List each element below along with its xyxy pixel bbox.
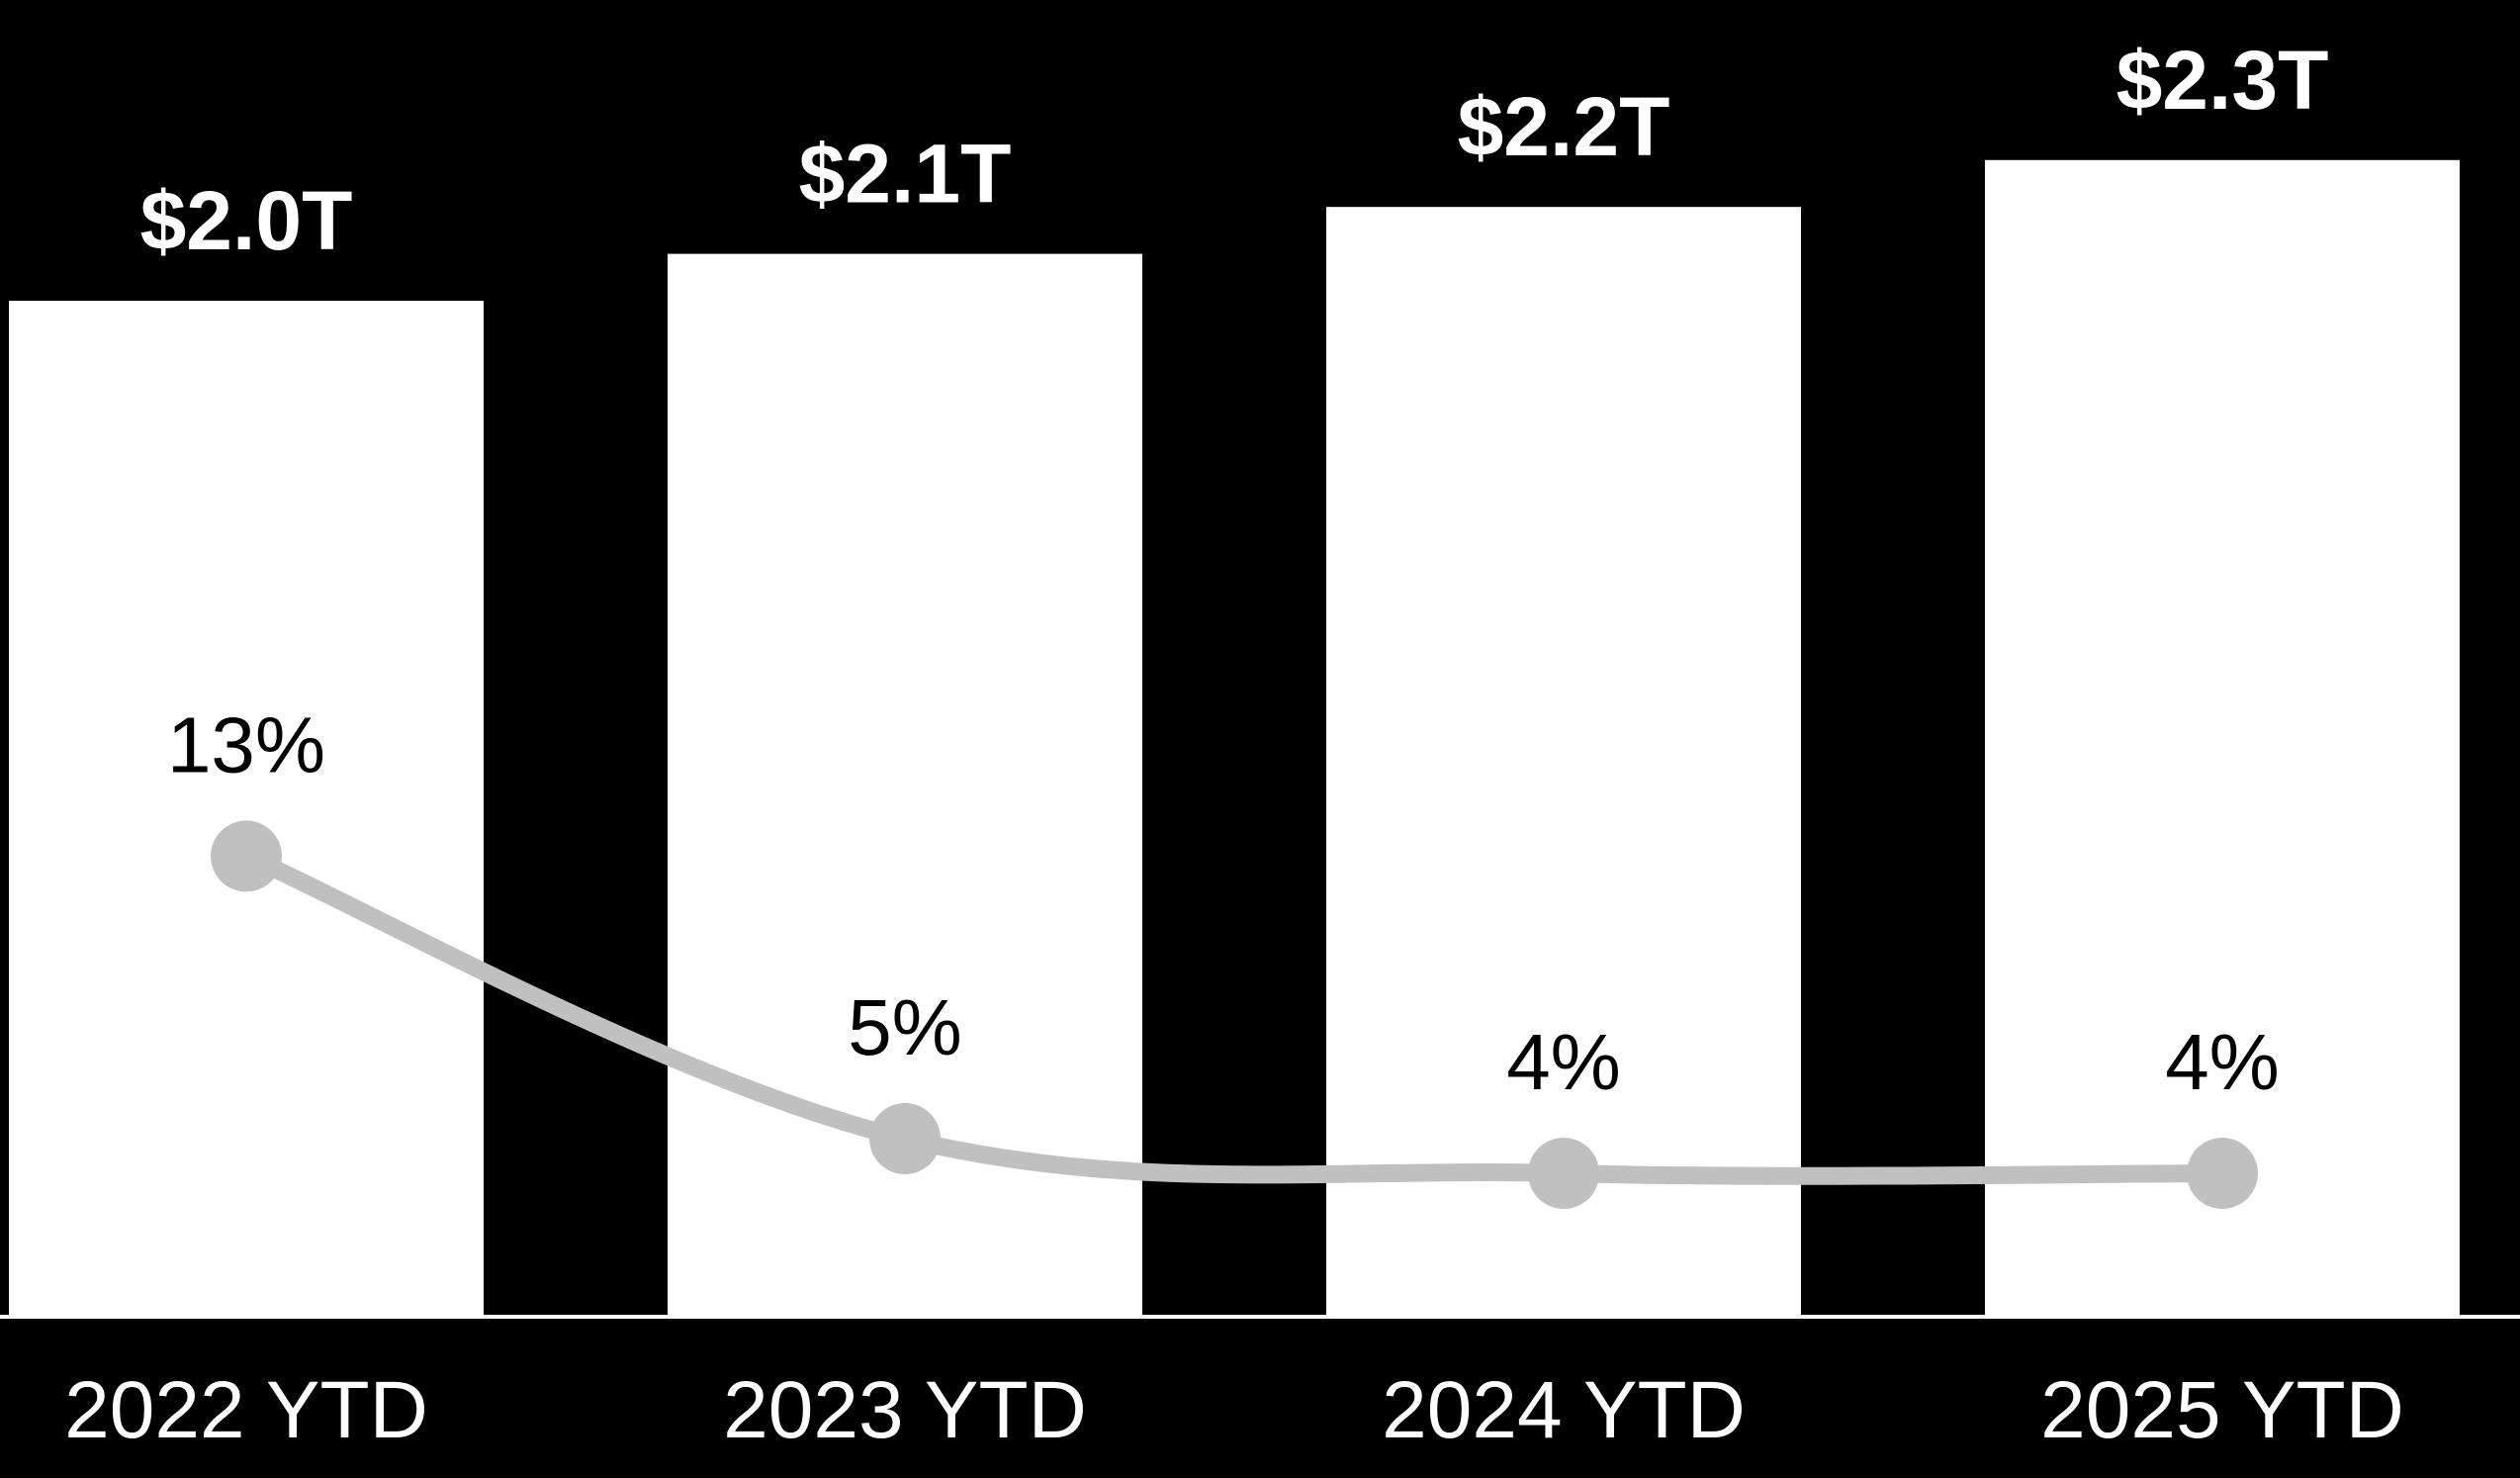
growth-value-label: 5%: [848, 983, 962, 1071]
labels-layer: $2.0T 2022 YTD $2.1T 2023 YTD $2.2T 2024 YTD $…: [64, 34, 2404, 1455]
bar: [1326, 207, 1801, 1318]
growth-point: [2187, 1138, 2258, 1209]
growth-value-label: 4%: [2165, 1018, 2280, 1106]
bar: [1985, 159, 2460, 1317]
growth-point: [211, 820, 282, 892]
x-tick-label: 2024 YTD: [1382, 1365, 1746, 1455]
x-tick-label: 2025 YTD: [2040, 1365, 2404, 1455]
bar: [9, 301, 484, 1317]
bar-value-label: $2.0T: [140, 174, 353, 267]
x-tick-label: 2023 YTD: [723, 1365, 1087, 1455]
bar-value-label: $2.2T: [1458, 80, 1670, 173]
x-tick-label: 2022 YTD: [64, 1365, 428, 1455]
growth-line-layer: [211, 820, 2258, 1209]
bar-value-label: $2.3T: [2116, 34, 2329, 127]
growth-value-label: 4%: [1506, 1018, 1621, 1106]
growth-value-label: 13%: [167, 700, 325, 788]
growth-point: [1528, 1138, 1599, 1209]
growth-point: [869, 1103, 941, 1174]
bars-layer: [9, 159, 2460, 1318]
growth-line: [237, 847, 2231, 1185]
bar-value-label: $2.1T: [799, 128, 1012, 221]
